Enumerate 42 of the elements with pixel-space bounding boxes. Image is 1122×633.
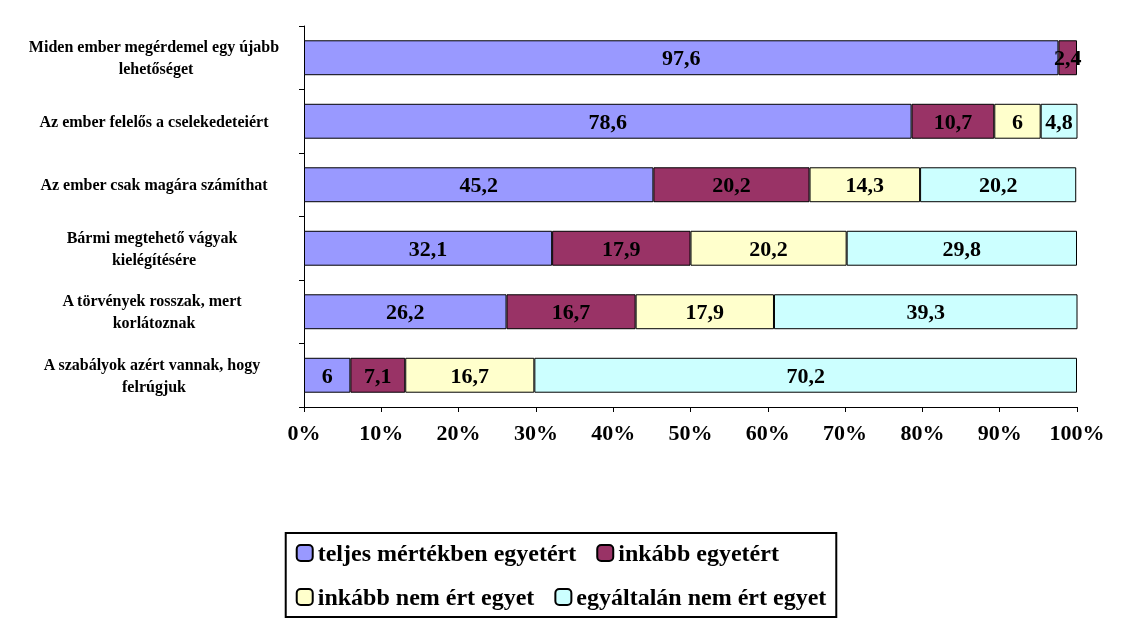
data-label: 32,1 bbox=[408, 235, 448, 261]
data-label: 10,7 bbox=[933, 108, 973, 134]
data-label: 78,6 bbox=[588, 108, 628, 134]
data-label: 16,7 bbox=[450, 362, 490, 388]
data-label: 14,3 bbox=[845, 172, 885, 198]
data-label: 20,2 bbox=[749, 235, 788, 261]
data-label: 6 bbox=[321, 362, 333, 388]
x-tick-label: 100% bbox=[1049, 419, 1105, 445]
data-label: 17,9 bbox=[685, 299, 725, 325]
data-label: 7,1 bbox=[364, 362, 392, 388]
data-label: 29,8 bbox=[942, 235, 982, 261]
x-tick-label: 10% bbox=[359, 419, 404, 445]
data-label: 17,9 bbox=[602, 235, 641, 261]
data-label: 4,8 bbox=[1045, 108, 1073, 134]
data-label: 6 bbox=[1011, 108, 1023, 134]
x-tick-label: 20% bbox=[436, 419, 481, 445]
x-tick-label: 60% bbox=[745, 419, 790, 445]
data-label: 70,2 bbox=[786, 362, 825, 388]
legend-label: inkább egyetért bbox=[618, 540, 779, 566]
data-label: 45,2 bbox=[459, 172, 498, 198]
y-tick-label: Bármi megtehető vágyak kielégítésére bbox=[66, 228, 242, 269]
y-tick-label: A törvények rosszak, mert korlátoznak bbox=[62, 292, 246, 332]
x-tick-label: 40% bbox=[591, 419, 636, 445]
data-label: 97,6 bbox=[661, 45, 701, 71]
data-label: 39,3 bbox=[906, 299, 945, 325]
x-tick-label: 50% bbox=[668, 419, 713, 445]
legend-label: inkább nem ért egyet bbox=[317, 584, 535, 610]
data-label: 20,2 bbox=[712, 172, 751, 198]
x-tick-label: 0% bbox=[287, 419, 321, 445]
y-tick-label: Az ember felelős a cselekedeteiért bbox=[39, 112, 270, 130]
y-tick-label: Az ember csak magára számíthat bbox=[40, 176, 269, 195]
data-label: 26,2 bbox=[386, 299, 425, 325]
y-tick-label: Miden ember megérdemel egy újabb lehetőséget bbox=[28, 38, 280, 79]
legend-label: teljes mértékben egyetért bbox=[317, 540, 577, 566]
data-label: 20,2 bbox=[978, 172, 1018, 198]
x-tick-label: 70% bbox=[823, 419, 868, 445]
x-tick-label: 80% bbox=[900, 419, 945, 445]
y-tick-label: A szabályok azért vannak, hogy felrúgjuk bbox=[43, 355, 265, 396]
data-label: 16,7 bbox=[551, 299, 591, 325]
legend-label: egyáltalán nem ért egyet bbox=[576, 584, 827, 610]
x-tick-label: 30% bbox=[513, 419, 558, 445]
x-tick-label: 90% bbox=[977, 419, 1022, 445]
